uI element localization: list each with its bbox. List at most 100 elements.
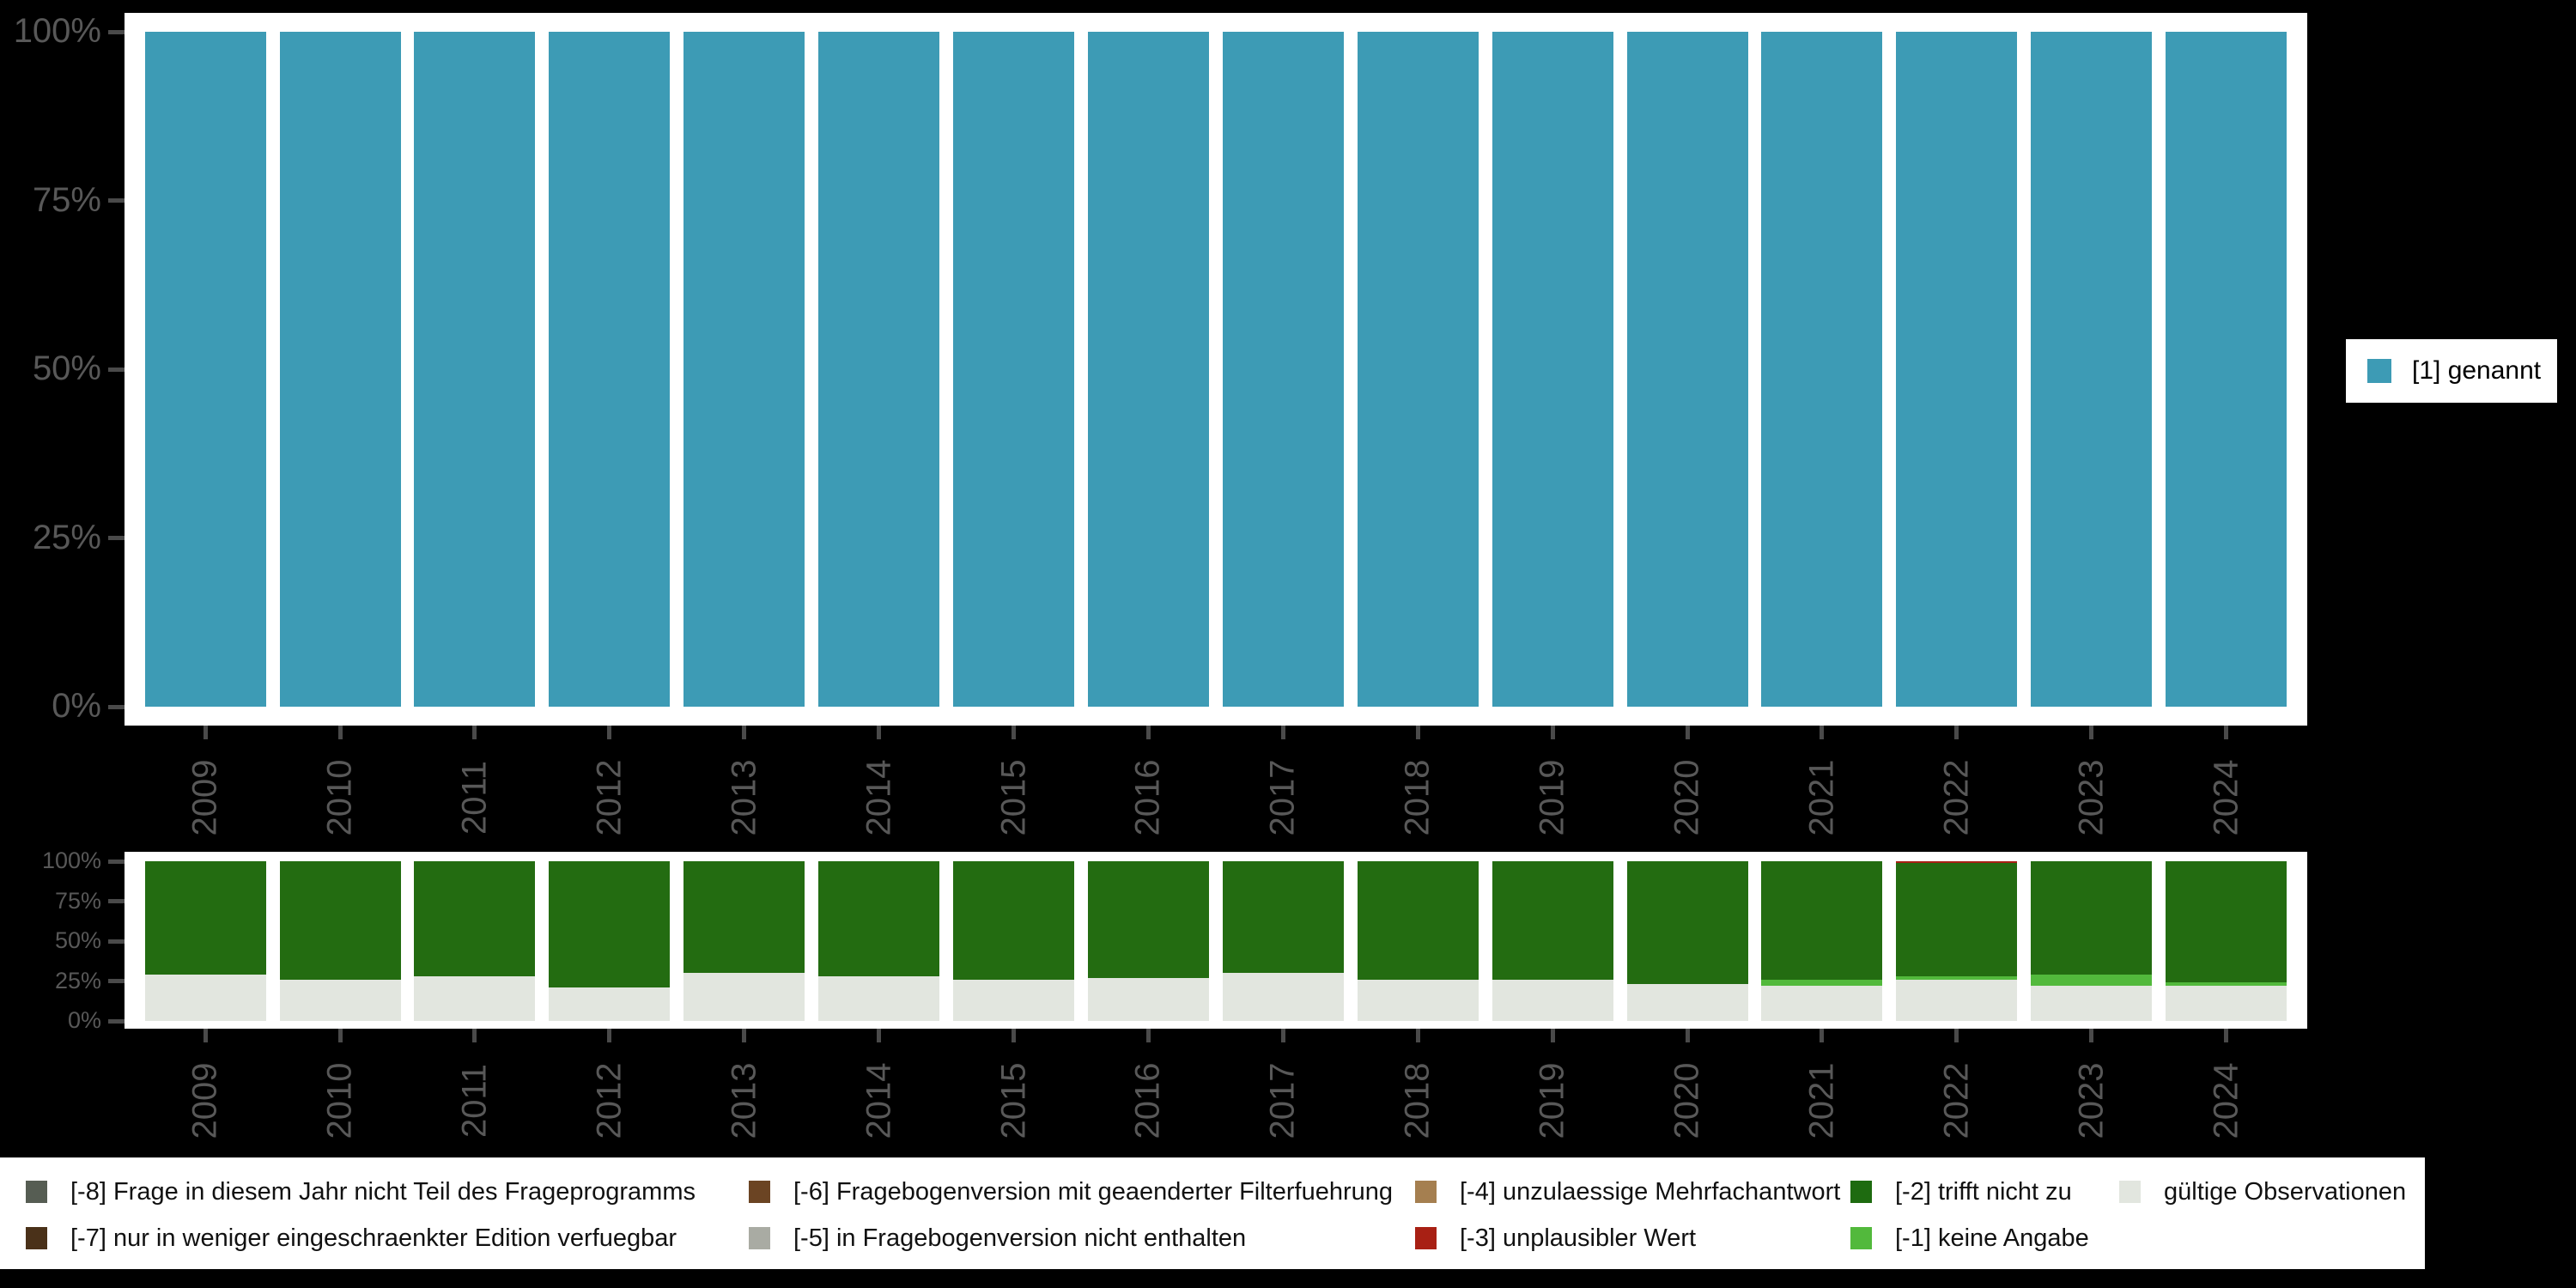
legend-swatch: [1850, 1227, 1872, 1249]
x-axis-label-2016: 2016: [1128, 759, 1167, 836]
x-axis-tick: [1280, 1029, 1285, 1042]
stacked-bar-2018: [1357, 32, 1479, 707]
y-axis-label: 75%: [32, 180, 101, 219]
x-axis-label-2013: 2013: [725, 759, 763, 836]
top-chart-legend: [1] genannt: [2346, 339, 2557, 403]
bar-segment: [2166, 32, 2287, 707]
legend-swatch: [26, 1181, 47, 1203]
legend-item-label: [-7] nur in weniger eingeschraenkter Edi…: [70, 1224, 677, 1252]
bar-segment: [2031, 975, 2153, 987]
x-axis-tick: [1550, 726, 1555, 739]
x-axis-tick: [2089, 726, 2094, 739]
x-axis-tick: [1145, 726, 1151, 739]
y-axis-tick: [108, 367, 125, 372]
x-axis-label-2017: 2017: [1263, 759, 1302, 836]
stacked-bar-2011: [414, 32, 536, 707]
bar-segment: [683, 973, 805, 1021]
legend-swatch: [749, 1181, 770, 1203]
x-axis-label-2019: 2019: [1533, 1062, 1571, 1139]
y-axis-tick: [108, 979, 125, 983]
stacked-bar-2015: [953, 32, 1074, 707]
bar-segment: [1492, 861, 1613, 980]
bar-segment: [1087, 861, 1209, 978]
x-axis-label-2012: 2012: [590, 1062, 629, 1139]
bar-segment: [953, 32, 1074, 707]
x-axis-tick: [1820, 726, 1825, 739]
legend-swatch: [2119, 1181, 2141, 1203]
legend-item-label: [-5] in Fragebogenversion nicht enthalte…: [793, 1224, 1247, 1252]
stacked-bar-2012: [549, 861, 671, 1021]
x-axis-label-2012: 2012: [590, 759, 629, 836]
top-chart-panel: 0% 25% 50% 75% 100% 2009 2010 2011 2012 2013 2014 2…: [14, 12, 2307, 835]
y-axis-label: 100%: [13, 12, 101, 51]
x-axis-label-2010: 2010: [320, 1062, 359, 1139]
stacked-bar-2015: [953, 861, 1074, 1021]
bar-segment: [1896, 979, 2018, 1021]
stacked-bar-2023: [2031, 861, 2153, 1021]
x-axis-tick: [1415, 1029, 1420, 1042]
bar-segment: [2166, 982, 2287, 987]
x-axis-tick: [2224, 726, 2229, 739]
bar-segment: [279, 32, 401, 707]
x-axis-label-2015: 2015: [994, 759, 1032, 836]
stacked-bar-2019: [1492, 32, 1613, 707]
x-axis-label-2020: 2020: [1668, 759, 1706, 836]
x-axis-tick: [203, 1029, 208, 1042]
bar-segment: [1492, 32, 1613, 707]
bar-segment: [1761, 979, 1883, 987]
stacked-bar-2009: [144, 861, 266, 1021]
x-axis-tick: [337, 726, 343, 739]
bar-segment: [549, 861, 671, 987]
x-axis-label-2020: 2020: [1668, 1062, 1706, 1139]
x-axis-label-2016: 2016: [1128, 1062, 1167, 1139]
y-axis-label: 0%: [67, 1007, 101, 1034]
legend-swatch: [1415, 1181, 1437, 1203]
x-axis-tick: [1550, 1029, 1555, 1042]
bar-segment: [414, 861, 536, 976]
bar-segment: [1222, 861, 1344, 974]
x-axis-tick: [1685, 726, 1690, 739]
stacked-bar-2021: [1761, 32, 1883, 707]
legend-swatch: [749, 1227, 770, 1249]
bar-segment: [818, 861, 940, 976]
bar-segment: [1357, 861, 1479, 980]
bar-segment: [1761, 861, 1883, 980]
y-axis-tick: [108, 198, 125, 203]
y-axis-tick: [108, 859, 125, 864]
x-axis-tick: [1954, 726, 1959, 739]
y-axis-tick: [108, 704, 125, 709]
bar-segment: [1357, 32, 1479, 707]
x-axis-label-2023: 2023: [2072, 759, 2111, 836]
x-axis-tick: [2224, 1029, 2229, 1042]
x-axis-label-2011: 2011: [455, 760, 494, 835]
bottom-chart-legend: [-8] Frage in diesem Jahr nicht Teil des…: [0, 1157, 2425, 1269]
bar-segment: [144, 32, 266, 707]
legend-item-label: [-6] Fragebogenversion mit geaenderter F…: [793, 1178, 1393, 1206]
bar-segment: [1896, 862, 2018, 976]
x-axis-label-2023: 2023: [2072, 1062, 2111, 1139]
bar-segment: [549, 987, 671, 1021]
y-axis-tick: [108, 1018, 125, 1024]
bar-segment: [414, 32, 536, 707]
stacked-bar-2010: [279, 32, 401, 707]
bar-segment: [279, 861, 401, 980]
x-axis-tick: [472, 726, 477, 739]
bar-segment: [818, 975, 940, 1021]
x-axis-label-2017: 2017: [1263, 1062, 1302, 1139]
x-axis-tick: [742, 726, 747, 739]
bar-segment: [1087, 977, 1209, 1021]
legend-swatch-genannt: [2367, 359, 2391, 383]
bar-segment: [683, 32, 805, 707]
bar-segment: [144, 975, 266, 1021]
legend-item-label: [-1] keine Angabe: [1895, 1224, 2089, 1252]
x-axis-label-2013: 2013: [725, 1062, 763, 1139]
stacked-bar-2011: [414, 861, 536, 1021]
bar-segment: [279, 979, 401, 1021]
x-axis-label-2014: 2014: [860, 1062, 898, 1139]
stacked-bar-2013: [683, 861, 805, 1021]
x-axis-label-2009: 2009: [185, 1062, 224, 1139]
legend-label-genannt: [1] genannt: [2412, 356, 2542, 385]
x-axis-tick: [1012, 1029, 1016, 1042]
stacked-bar-2012: [549, 32, 671, 707]
